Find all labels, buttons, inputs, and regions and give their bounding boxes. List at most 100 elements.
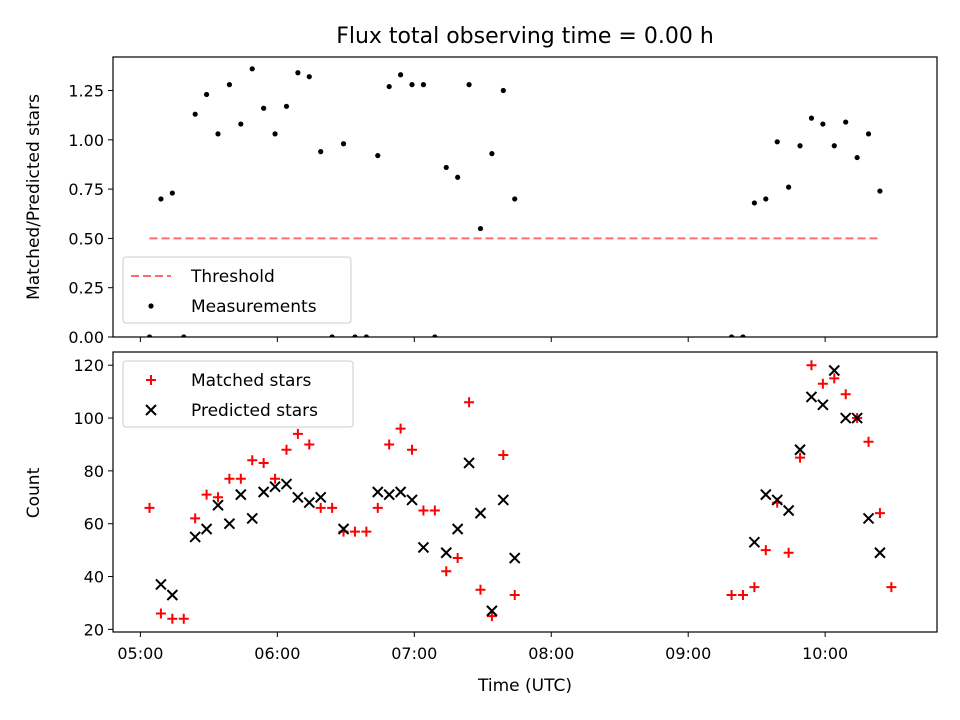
y-tick-label: 0.00 xyxy=(68,328,104,347)
x-axis-label: Time (UTC) xyxy=(477,676,572,696)
matched-star-point xyxy=(760,545,771,556)
legend-box xyxy=(122,256,352,324)
predicted-star-point xyxy=(874,547,886,559)
predicted-star-point xyxy=(760,488,772,501)
y-tick-label: 0.50 xyxy=(68,229,104,248)
measurement-point xyxy=(843,119,849,125)
predicted-star-point xyxy=(269,481,281,493)
matched-star-point xyxy=(178,613,189,624)
legend-label: Predicted stars xyxy=(191,401,318,421)
x-tick-label: 06:00 xyxy=(254,644,300,663)
matched-star-point xyxy=(498,450,509,461)
measurement-point xyxy=(877,188,883,194)
matched-star-point xyxy=(349,526,360,537)
matched-star-point xyxy=(817,378,828,389)
measurement-point xyxy=(854,154,860,161)
measurement-point xyxy=(295,70,301,76)
y-tick-label: 120 xyxy=(73,356,104,375)
predicted-star-point xyxy=(212,499,224,511)
measurement-point xyxy=(169,190,175,196)
predicted-star-point xyxy=(794,444,806,456)
measurement-point xyxy=(489,151,495,157)
predicted-star-point xyxy=(189,531,201,543)
predicted-star-point xyxy=(303,496,316,509)
y-tick-label: 100 xyxy=(73,409,104,428)
measurement-point xyxy=(420,82,427,88)
matched-star-point xyxy=(418,505,429,516)
predicted-star-point xyxy=(839,412,852,424)
matched-star-point xyxy=(829,373,840,384)
matched-star-point xyxy=(806,360,817,371)
matched-star-point xyxy=(395,423,406,434)
measurement-point xyxy=(363,334,369,337)
x-tick-label: 05:00 xyxy=(117,644,163,663)
y-tick-label: 20 xyxy=(84,620,104,639)
y-tick-label: 40 xyxy=(84,568,104,587)
matched-star-point xyxy=(292,428,303,439)
measurement-point xyxy=(318,149,324,155)
matched-star-point xyxy=(737,590,748,601)
predicted-star-point xyxy=(292,491,304,503)
predicted-star-point xyxy=(463,457,475,469)
plot-area xyxy=(144,360,897,624)
measurement-point xyxy=(226,82,233,88)
predicted-star-point xyxy=(509,552,521,564)
measurement-point xyxy=(375,152,381,159)
predicted-star-point xyxy=(257,486,270,498)
measurement-point xyxy=(740,334,746,337)
matched-star-point xyxy=(270,473,281,484)
measurement-point xyxy=(283,103,290,109)
matched-star-point xyxy=(407,444,418,455)
measurement-point xyxy=(340,141,347,147)
measurement-point xyxy=(786,184,792,190)
measurement-point xyxy=(238,121,244,127)
legend-box xyxy=(122,360,354,428)
matched-star-point xyxy=(509,590,520,601)
figure-title: Flux total observing time = 0.00 h xyxy=(336,24,714,49)
measurement-point xyxy=(477,225,484,232)
measurement-point xyxy=(865,131,872,137)
measurement-point xyxy=(409,82,415,88)
legend-measurement-swatch xyxy=(148,303,154,309)
axes-frame xyxy=(112,56,938,338)
measurement-point xyxy=(500,87,506,94)
top-y-axis-label: Matched/Predicted stars xyxy=(24,94,44,300)
matched-star-point xyxy=(247,455,258,466)
legend-label: Matched stars xyxy=(191,371,311,391)
y-tick-label: 1.25 xyxy=(68,82,104,101)
measurement-point xyxy=(763,196,769,202)
measurement-point xyxy=(512,196,518,202)
matched-star-point xyxy=(235,473,246,484)
predicted-star-point xyxy=(246,512,258,525)
matched-star-point xyxy=(327,502,338,513)
measurement-point xyxy=(398,72,404,78)
measurement-point xyxy=(249,66,255,72)
predicted-star-point xyxy=(828,364,840,377)
matched-star-point xyxy=(315,502,326,513)
predicted-star-point xyxy=(817,399,829,411)
x-tick-label: 08:00 xyxy=(528,644,574,663)
matched-star-point xyxy=(464,397,475,408)
matched-star-point xyxy=(441,566,452,577)
predicted-star-point xyxy=(474,507,487,519)
measurement-point xyxy=(797,143,803,149)
predicted-star-point xyxy=(223,517,236,530)
measurement-point xyxy=(820,121,826,127)
predicted-star-point xyxy=(166,589,179,601)
legend-label: Threshold xyxy=(190,267,275,287)
measurement-point xyxy=(774,139,780,145)
matched-star-point xyxy=(155,608,166,619)
measurement-point xyxy=(831,143,837,149)
measurement-point xyxy=(215,131,221,137)
measurement-point xyxy=(443,164,449,171)
predicted-star-point xyxy=(280,478,293,490)
legend-matched-swatch xyxy=(146,375,156,385)
predicted-star-point xyxy=(748,536,761,548)
predicted-star-point xyxy=(337,523,350,535)
matched-star-point xyxy=(726,590,737,601)
x-tick-label: 07:00 xyxy=(391,644,437,663)
measurement-point xyxy=(728,334,735,337)
measurement-point xyxy=(466,82,472,88)
matched-star-point xyxy=(201,489,212,500)
matched-star-point xyxy=(212,492,223,503)
